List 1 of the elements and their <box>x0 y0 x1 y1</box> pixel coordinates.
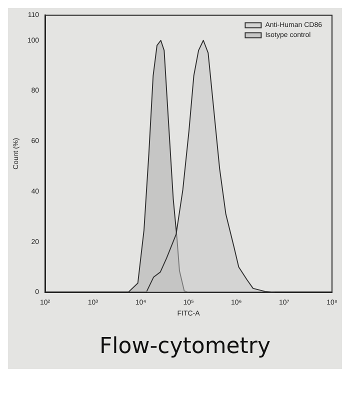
text: Flow-cytometry <box>98 333 272 361</box>
